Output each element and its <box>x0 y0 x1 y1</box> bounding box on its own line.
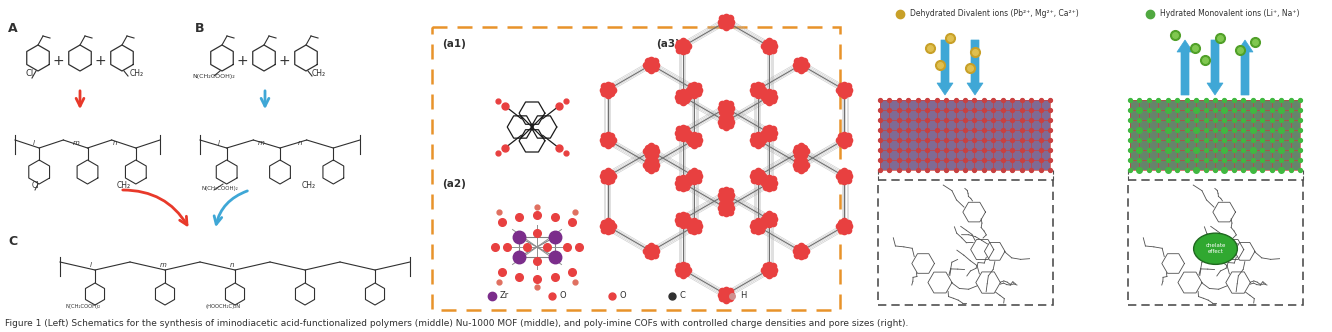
Text: chelate
effect: chelate effect <box>1205 243 1225 254</box>
Text: H: H <box>741 291 746 300</box>
Text: B: B <box>194 22 205 35</box>
Bar <box>878 180 1054 305</box>
Text: (a1): (a1) <box>442 39 466 49</box>
Text: l: l <box>218 140 220 146</box>
Text: (a3): (a3) <box>655 39 679 49</box>
Text: +: + <box>236 54 248 68</box>
Text: O: O <box>559 291 566 300</box>
Polygon shape <box>936 40 952 95</box>
Text: CH₂: CH₂ <box>302 181 316 190</box>
Text: n: n <box>230 262 234 268</box>
Text: n: n <box>113 140 117 146</box>
Text: CH₂: CH₂ <box>131 69 144 78</box>
Text: CH₂: CH₂ <box>117 181 131 190</box>
Text: CH₂: CH₂ <box>312 69 326 78</box>
Text: Figure 1 (Left) Schematics for the synthesis of iminodiacetic acid-functionalize: Figure 1 (Left) Schematics for the synth… <box>5 319 908 328</box>
Text: m: m <box>73 140 80 146</box>
Text: Dehydrated Divalent ions (Pb²⁺, Mg²⁺, Ca²⁺): Dehydrated Divalent ions (Pb²⁺, Mg²⁺, Ca… <box>910 10 1079 19</box>
Text: (HOOCH₂C)₂N: (HOOCH₂C)₂N <box>205 304 240 309</box>
Bar <box>1128 180 1303 305</box>
Text: +: + <box>278 54 290 68</box>
Text: n: n <box>298 140 302 146</box>
Text: N(CH₂COOH)₂: N(CH₂COOH)₂ <box>201 186 238 191</box>
Text: +: + <box>52 54 64 68</box>
Text: A: A <box>8 22 17 35</box>
Text: m: m <box>160 262 166 268</box>
Text: Zr: Zr <box>500 291 509 300</box>
Text: N(CH₂COOH)₂: N(CH₂COOH)₂ <box>193 74 236 79</box>
Polygon shape <box>967 40 983 95</box>
Text: N(CH₂COOH)₂: N(CH₂COOH)₂ <box>67 304 101 309</box>
Polygon shape <box>1207 40 1223 95</box>
Text: C: C <box>8 235 17 248</box>
Text: C: C <box>681 291 686 300</box>
Polygon shape <box>1177 40 1193 95</box>
Bar <box>880 100 1050 170</box>
Text: m: m <box>258 140 265 146</box>
Polygon shape <box>1237 40 1253 95</box>
Text: Cl: Cl <box>32 181 40 190</box>
Text: (a2): (a2) <box>442 179 466 189</box>
Ellipse shape <box>1193 233 1237 264</box>
Text: l: l <box>33 140 35 146</box>
Text: O: O <box>619 291 626 300</box>
Bar <box>1130 100 1300 170</box>
Text: +: + <box>95 54 105 68</box>
Text: Cl: Cl <box>25 69 35 78</box>
Text: Hydrated Monovalent ions (Li⁺, Na⁺): Hydrated Monovalent ions (Li⁺, Na⁺) <box>1160 10 1300 19</box>
Text: l: l <box>91 262 92 268</box>
